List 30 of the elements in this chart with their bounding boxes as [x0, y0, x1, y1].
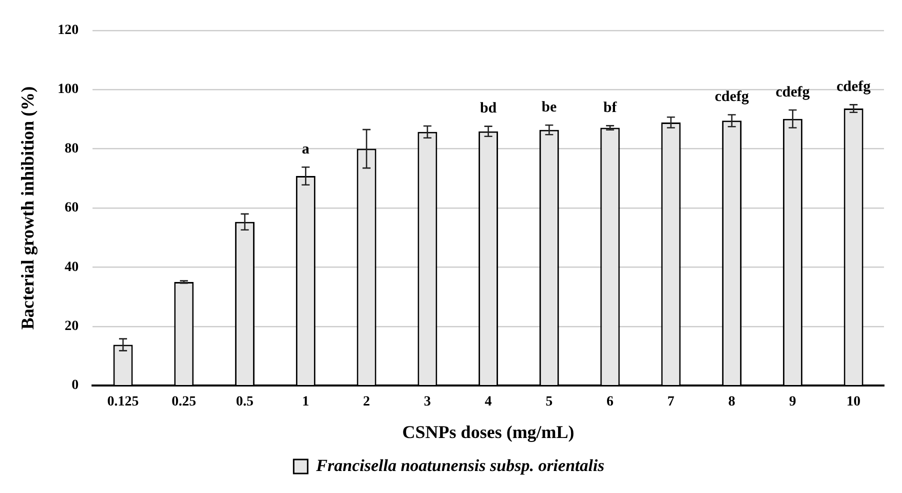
y-tick-label: 80 — [64, 141, 79, 156]
legend-label: Francisella noatunensis subsp. orientalis — [315, 456, 605, 475]
x-tick-label: 0.5 — [236, 394, 254, 410]
y-tick-label: 100 — [58, 82, 79, 98]
x-tick-label: 5 — [546, 394, 553, 410]
x-tick-label: 9 — [789, 394, 796, 410]
y-tick-label: 40 — [64, 260, 79, 275]
x-tick-label: 4 — [484, 394, 492, 410]
x-tick-label: 6 — [606, 394, 614, 410]
annotation: a — [302, 142, 310, 158]
y-tick-label: 20 — [64, 319, 79, 334]
annotation: cdefg — [776, 84, 810, 100]
x-tick-label: 1 — [302, 394, 310, 410]
annotation: cdefg — [836, 79, 872, 96]
annotation: be — [542, 99, 558, 116]
annotation: cdefg — [714, 89, 750, 106]
y-tick-label: 120 — [58, 23, 79, 38]
x-tick-label: 0.25 — [172, 394, 196, 410]
annotation: bf — [603, 100, 618, 116]
annotation: bd — [480, 100, 498, 117]
x-tick-label: 10 — [846, 394, 861, 410]
x-tick-label: 7 — [667, 394, 674, 410]
x-tick-label: 3 — [424, 394, 431, 410]
x-tick-label: 2 — [363, 394, 370, 410]
y-axis-title: Bacterial growth inhibition (%) — [17, 86, 38, 330]
x-tick-label: 8 — [728, 394, 736, 410]
y-tick-label: 60 — [64, 200, 79, 216]
x-tick-label: 0.125 — [107, 394, 139, 410]
x-axis-title: CSNPs doses (mg/mL) — [402, 422, 574, 442]
y-tick-label: 0 — [72, 378, 79, 394]
